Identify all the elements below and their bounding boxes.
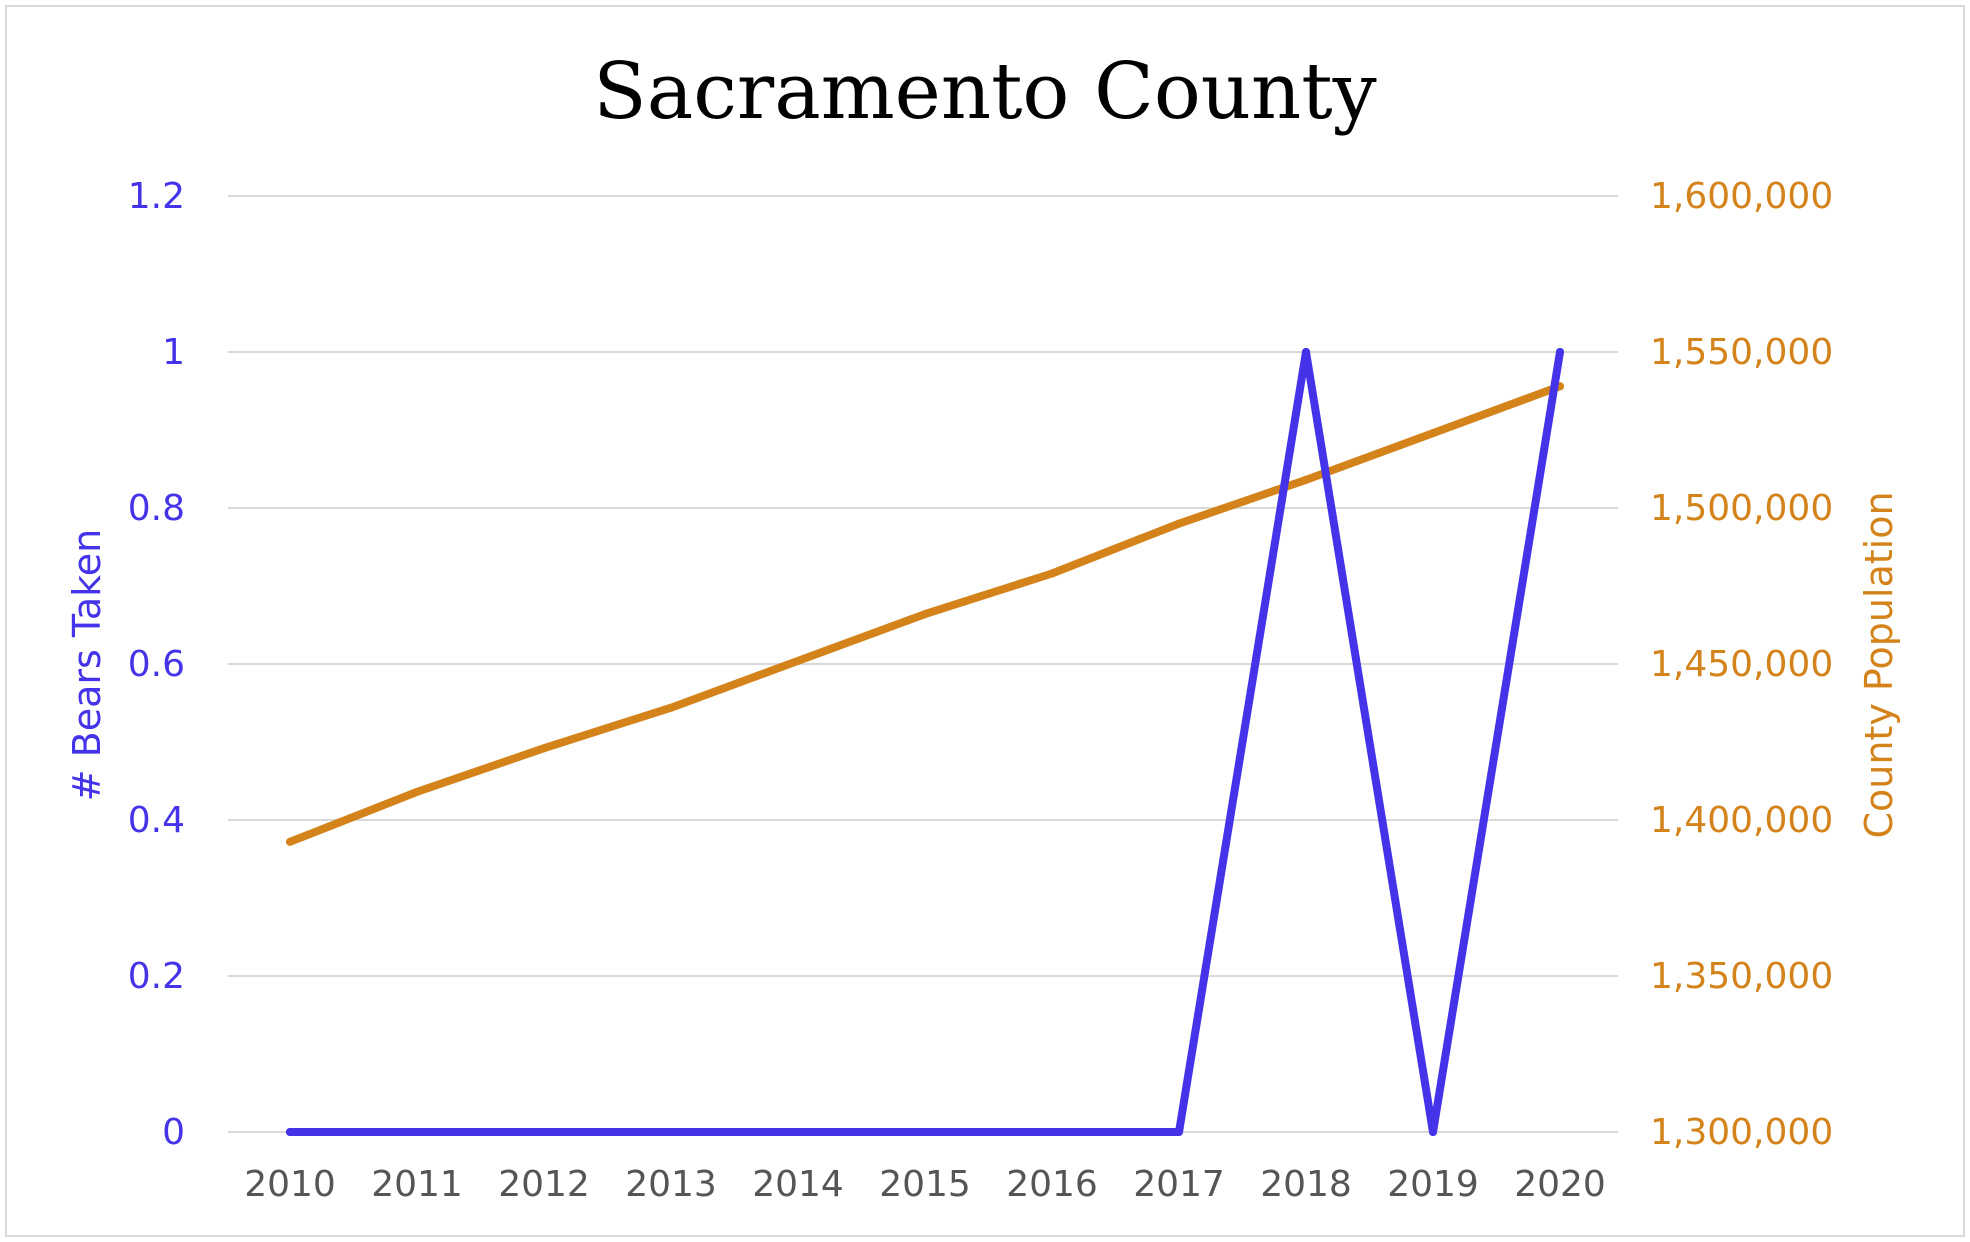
data-point-bears-taken [1556,348,1564,356]
data-point-county-population [413,787,421,796]
left-y-tick-label: 0.6 [128,644,185,685]
left-y-tick-label: 0 [162,1112,185,1153]
x-tick-label: 2015 [879,1164,971,1205]
left-y-tick-label: 0.8 [128,488,185,529]
left-y-tick-label: 0.2 [128,956,185,997]
data-point-bears-taken [1429,1128,1437,1136]
data-point-bears-taken [413,1128,421,1136]
x-tick-label: 2016 [1006,1164,1098,1205]
right-y-tick-label: 1,300,000 [1650,1112,1833,1153]
data-point-county-population [286,837,294,846]
right-y-tick-label: 1,350,000 [1650,956,1833,997]
x-tick-label: 2018 [1260,1164,1352,1205]
left-y-ticks: 0 0.2 0.4 0.6 0.8 1 1.2 [128,176,185,1153]
left-y-tick-label: 1 [162,332,185,373]
x-tick-label: 2019 [1387,1164,1479,1205]
data-point-county-population [1175,519,1183,528]
chart-title: Sacramento County [593,47,1376,137]
data-point-county-population [921,610,929,619]
data-point-county-population [1302,475,1310,484]
data-point-county-population [794,656,802,665]
data-point-bears-taken [1048,1128,1056,1136]
right-axis-title: County Population [1857,491,1901,838]
data-point-county-population [667,703,675,712]
x-tick-label: 2014 [752,1164,844,1205]
right-y-tick-label: 1,550,000 [1650,332,1833,373]
left-y-tick-label: 0.4 [128,800,185,841]
data-point-county-population [1048,569,1056,578]
x-tick-label: 2020 [1514,1164,1606,1205]
data-point-bears-taken [286,1128,294,1136]
right-y-tick-label: 1,500,000 [1650,488,1833,529]
data-point-bears-taken [794,1128,802,1136]
data-point-bears-taken [1302,348,1310,356]
data-point-bears-taken [540,1128,548,1136]
left-y-tick-label: 1.2 [128,176,185,217]
x-tick-label: 2013 [625,1164,717,1205]
series-layer [286,348,1564,1136]
right-y-ticks: 1,300,000 1,350,000 1,400,000 1,450,000 1,50… [1650,176,1833,1153]
x-ticks: 2010 2011 2012 2013 2014 2015 2016 2017 2018 2019… [244,1164,1606,1205]
right-y-tick-label: 1,400,000 [1650,800,1833,841]
chart-border [5,5,1965,1237]
right-y-tick-label: 1,450,000 [1650,644,1833,685]
data-point-bears-taken [921,1128,929,1136]
x-tick-label: 2012 [498,1164,590,1205]
x-tick-label: 2010 [244,1164,336,1205]
data-point-county-population [1429,429,1437,438]
right-y-tick-label: 1,600,000 [1650,176,1833,217]
left-axis-title: # Bears Taken [65,529,109,801]
data-point-bears-taken [667,1128,675,1136]
data-point-bears-taken [1175,1128,1183,1136]
data-point-county-population [540,744,548,753]
x-tick-label: 2017 [1133,1164,1225,1205]
x-tick-label: 2011 [371,1164,463,1205]
